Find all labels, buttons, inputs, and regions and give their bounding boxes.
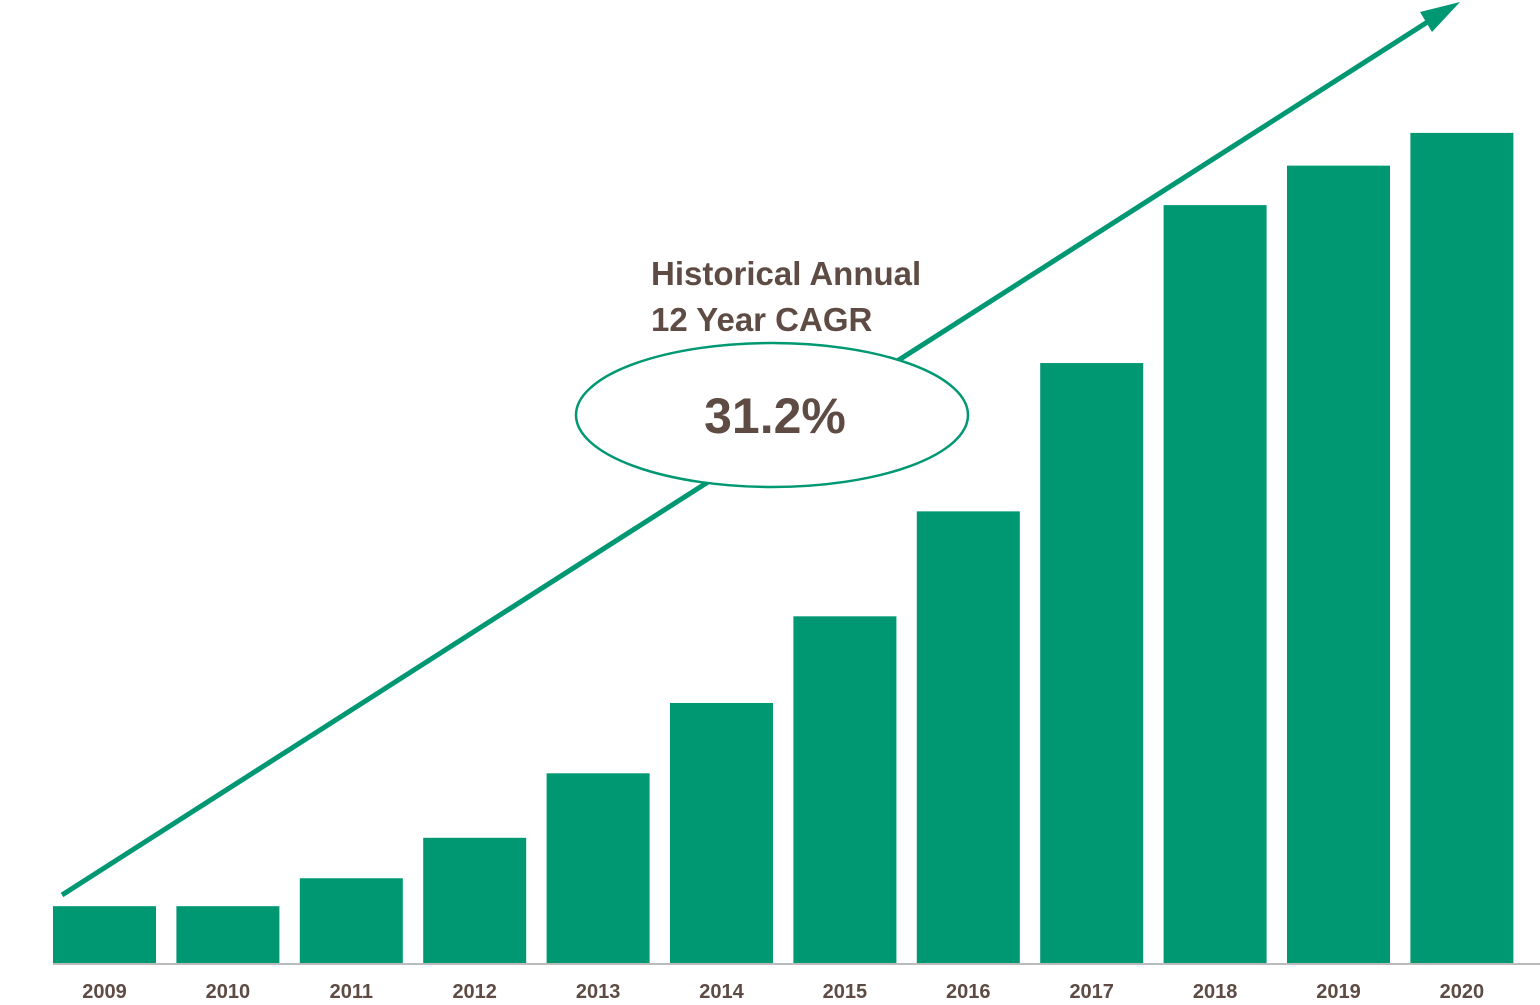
x-tick-label: 2020	[1440, 981, 1485, 1003]
x-tick-label: 2016	[946, 981, 991, 1003]
x-tick-label: 2011	[330, 981, 373, 1003]
x-tick-label: 2012	[452, 981, 497, 1003]
annotation-line: Historical Annual	[651, 255, 921, 292]
x-tick-label: 2009	[82, 981, 127, 1003]
bar	[1287, 165, 1390, 964]
bar	[53, 906, 156, 963]
annotation-line: 12 Year CAGR	[651, 301, 873, 338]
arrow-head	[1420, 2, 1460, 32]
cagr-value: 31.2%	[704, 388, 846, 444]
bar	[1163, 205, 1267, 963]
x-tick-label: 2010	[206, 981, 251, 1003]
bar	[176, 906, 280, 963]
bar	[670, 702, 773, 963]
bar	[793, 616, 897, 963]
bar	[299, 878, 403, 963]
x-tick-label: 2017	[1069, 981, 1114, 1003]
x-tick-label: 2018	[1193, 981, 1238, 1003]
x-tick-label: 2014	[699, 981, 744, 1003]
bar	[423, 837, 527, 963]
bar	[1040, 363, 1144, 963]
x-tick-label: 2015	[823, 981, 868, 1003]
bar	[916, 511, 1020, 963]
x-tick-label: 2013	[576, 981, 621, 1003]
x-tick-label: 2019	[1316, 981, 1361, 1003]
bar	[546, 773, 650, 963]
bars	[53, 132, 1514, 964]
bar	[1410, 132, 1514, 964]
cagr-ellipse	[574, 341, 970, 489]
